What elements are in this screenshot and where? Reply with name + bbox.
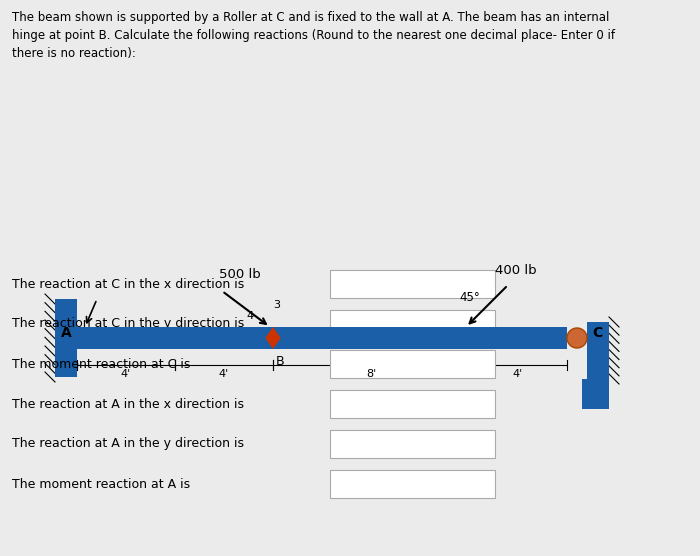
Text: 500 lb: 500 lb [219, 268, 261, 281]
Text: 4': 4' [513, 369, 523, 379]
Bar [330, 430, 495, 458]
Bar [330, 310, 495, 338]
Text: 8': 8' [366, 369, 376, 379]
Bar [582, 379, 609, 409]
Bar [330, 390, 495, 418]
Text: 400 lb: 400 lb [495, 264, 537, 277]
Polygon shape [265, 327, 281, 349]
Text: 4': 4' [121, 369, 131, 379]
Bar [77, 327, 567, 349]
Bar [330, 270, 495, 298]
Text: B: B [276, 355, 285, 368]
Text: 3: 3 [273, 300, 280, 310]
Text: The reaction at C in the y direction is: The reaction at C in the y direction is [12, 317, 244, 330]
Text: A: A [62, 326, 72, 340]
Circle shape [567, 328, 587, 348]
Text: C: C [592, 326, 602, 340]
Text: The moment reaction at C is: The moment reaction at C is [12, 358, 190, 370]
Text: 4': 4' [219, 369, 229, 379]
Text: The moment reaction at A is: The moment reaction at A is [12, 478, 190, 490]
Text: The reaction at A in the x direction is: The reaction at A in the x direction is [12, 398, 244, 410]
Bar [330, 470, 495, 498]
Bar [330, 350, 495, 378]
Text: The reaction at A in the y direction is: The reaction at A in the y direction is [12, 438, 244, 450]
Text: The reaction at C in the x direction is: The reaction at C in the x direction is [12, 277, 244, 290]
Bar [55, 299, 77, 377]
Text: The beam shown is supported by a Roller at C and is fixed to the wall at A. The : The beam shown is supported by a Roller … [12, 11, 615, 60]
Text: 45°: 45° [459, 291, 480, 304]
Bar [587, 322, 609, 379]
Text: 4: 4 [246, 311, 253, 321]
